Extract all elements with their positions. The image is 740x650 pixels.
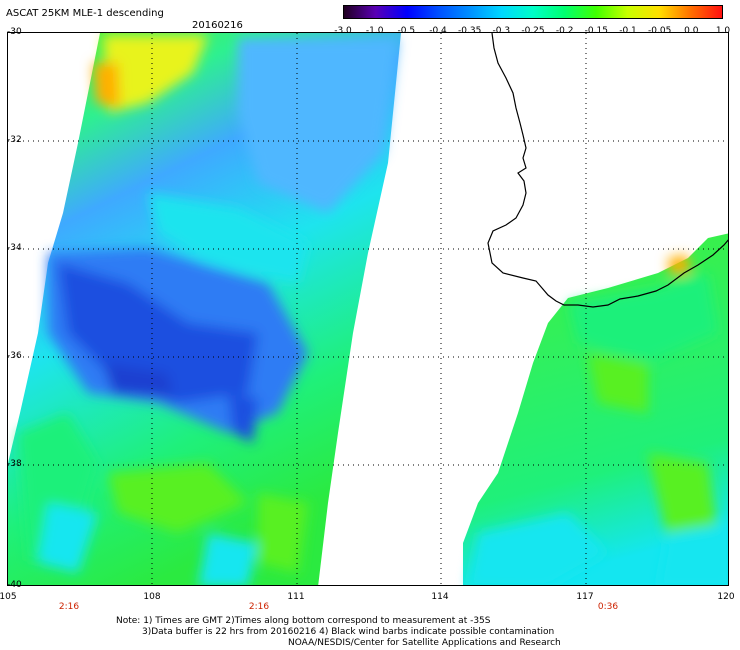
lat-label: -40 — [7, 580, 22, 590]
map-date: 20160216 — [192, 20, 243, 31]
colorbar-tick-label: -0.2 — [555, 26, 574, 36]
lat-label: -34 — [7, 243, 22, 253]
colorbar-tick-label: -0.05 — [648, 26, 672, 36]
colorbar-tick-label: -3.0 — [334, 26, 352, 36]
note-line: 3)Data buffer is 22 hrs from 20160216 4)… — [142, 627, 555, 637]
pass-time: 2:16 — [248, 602, 270, 612]
lon-label: 111 — [287, 592, 305, 602]
pass-time: 0:36 — [597, 602, 619, 612]
coastline — [487, 33, 728, 308]
note-line: NOAA/NESDIS/Center for Satellite Applica… — [288, 638, 561, 648]
note-line: Note: 1) Times are GMT 2)Times along bot… — [116, 616, 491, 626]
lon-label: 114 — [431, 592, 449, 602]
lat-label: -32 — [7, 135, 22, 145]
map-title: ASCAT 25KM MLE-1 descending — [6, 8, 164, 19]
colorbar-tick-label: -0.25 — [521, 26, 545, 36]
map-canvas — [8, 33, 728, 585]
colorbar-tick-label: 0.0 — [684, 26, 699, 36]
lat-label: -30 — [7, 27, 22, 37]
lon-label: 108 — [143, 592, 161, 602]
colorbar-tick-label: -0.35 — [458, 26, 482, 36]
lon-label: 105 — [0, 592, 17, 602]
colorbar-tick-label: 1.0 — [715, 26, 731, 36]
map-panel — [7, 32, 729, 586]
colorbar-tick-label: -0.1 — [619, 26, 637, 36]
graticule — [8, 33, 728, 585]
pass-time: 2:16 — [58, 602, 80, 612]
colorbar-tick-label: -1.0 — [365, 26, 384, 36]
colorbar-tick-label: -0.4 — [429, 26, 447, 36]
colorbar-tick-label: -0.5 — [397, 26, 416, 36]
lat-label: -36 — [7, 351, 22, 361]
colorbar-tick-label: -0.15 — [584, 26, 608, 36]
swath-right-features — [468, 255, 728, 585]
lat-label: -38 — [7, 459, 22, 469]
colorbar — [343, 5, 723, 19]
swath-left-features — [18, 35, 398, 585]
colorbar-tick-label: -0.3 — [492, 26, 511, 36]
lon-label: 117 — [576, 592, 594, 602]
lon-label: 120 — [717, 592, 735, 602]
